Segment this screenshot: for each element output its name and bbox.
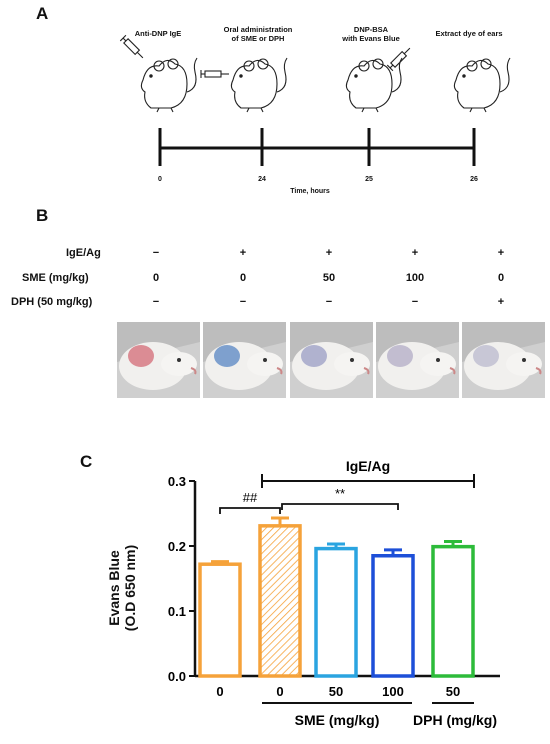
- group-label-dph: DPH (mg/kg): [413, 712, 497, 728]
- bar-3: [371, 554, 415, 678]
- row-label-ige-ag: IgE/Ag: [66, 247, 101, 259]
- mouse-ear-photo-2: [290, 322, 373, 398]
- bar-4: [431, 544, 475, 678]
- x-category-label-4: 50: [446, 684, 460, 699]
- table-cell-r1-c3: 100: [405, 272, 425, 284]
- row-label-dph: DPH (50 mg/kg): [11, 296, 93, 308]
- sig-bracket-star: [281, 503, 399, 510]
- timeline-step-label-0: Anti-DNP IgE: [98, 29, 218, 38]
- x-category-label-0: 0: [216, 684, 223, 699]
- timeline-step-label-1-line-0: Oral administration: [223, 25, 293, 34]
- table-cell-r0-c0: −: [152, 247, 160, 259]
- panel-c-letter: C: [80, 452, 93, 471]
- sig-label-hash: ##: [243, 490, 258, 505]
- ige-bracket-label: IgE/Ag: [346, 458, 390, 474]
- timeline-step-label-2: DNP-BSA with Evans Blue: [311, 25, 431, 43]
- mouse-drawing-1: [230, 57, 288, 113]
- table-cell-r1-c0: 0: [152, 272, 160, 284]
- table-cell-r2-c2: −: [325, 296, 333, 308]
- y-tick-label-0: 0.0: [168, 669, 186, 684]
- mouse-drawing-3: [453, 57, 511, 113]
- table-cell-r1-c4: 0: [497, 272, 505, 284]
- y-tick-label-3: 0.3: [168, 474, 186, 489]
- table-cell-r1-c2: 50: [322, 272, 336, 284]
- timeline-tick-label-1: 24: [258, 176, 266, 183]
- table-cell-r2-c4: +: [497, 296, 505, 308]
- mouse-ear-photo-0: [117, 322, 200, 398]
- table-cell-r2-c1: −: [239, 296, 247, 308]
- timeline-step-label-1-line-1: of SME or DPH: [231, 34, 285, 43]
- mouse-ear-photo-4: [462, 322, 545, 398]
- timeline-step-label-0-line-0: Anti-DNP IgE: [134, 29, 182, 38]
- mouse-ear-photo-1: [203, 322, 286, 398]
- table-cell-r0-c4: +: [497, 247, 505, 259]
- table-cell-r2-c3: −: [411, 296, 419, 308]
- sig-label-star: **: [335, 486, 345, 501]
- mouse-drawing-0: [140, 57, 198, 113]
- x-category-label-1: 0: [276, 684, 283, 699]
- timeline-diagram: [119, 34, 511, 166]
- sig-bracket-hash: [219, 507, 281, 514]
- bar-1: [258, 524, 302, 678]
- syringe-icon-0: [119, 34, 144, 59]
- panel-b-letter: B: [36, 206, 49, 225]
- table-cell-r0-c1: +: [239, 247, 247, 259]
- x-category-label-3: 100: [382, 684, 404, 699]
- timeline-step-label-3: Extract dye of ears: [409, 29, 529, 38]
- timeline-step-label-1: Oral administration of SME or DPH: [198, 25, 318, 43]
- table-cell-r0-c2: +: [325, 247, 333, 259]
- panel-a-letter: A: [36, 4, 49, 23]
- syringe-icon-2: [386, 47, 411, 72]
- row-label-sme: SME (mg/kg): [22, 272, 89, 284]
- timeline-step-label-2-line-0: DNP-BSA: [353, 25, 389, 34]
- timeline-axis-label: Time, hours: [290, 188, 330, 195]
- timeline-tick-label-3: 26: [470, 176, 478, 183]
- timeline-tick-label-2: 25: [365, 176, 373, 183]
- table-cell-r1-c1: 0: [239, 272, 247, 284]
- y-tick-label-2: 0.2: [168, 539, 186, 554]
- evans-blue-bar-chart: 0.0 0.1 0.2 0.3 0 0 50 100 50 SME (mg/kg) DPH (mg/…: [168, 458, 500, 728]
- bar-2: [314, 546, 358, 678]
- group-label-sme: SME (mg/kg): [295, 712, 380, 728]
- bar-0: [198, 562, 242, 678]
- mouse-ear-photo-3: [376, 322, 459, 398]
- timeline-tick-label-0: 0: [158, 176, 162, 183]
- timeline-step-label-2-line-1: with Evans Blue: [342, 34, 400, 43]
- table-cell-r0-c3: +: [411, 247, 419, 259]
- table-cell-r2-c0: −: [152, 296, 160, 308]
- x-category-label-2: 50: [329, 684, 343, 699]
- y-tick-label-1: 0.1: [168, 604, 186, 619]
- syringe-icon-1: [200, 70, 229, 78]
- timeline-step-label-3-line-0: Extract dye of ears: [435, 29, 503, 38]
